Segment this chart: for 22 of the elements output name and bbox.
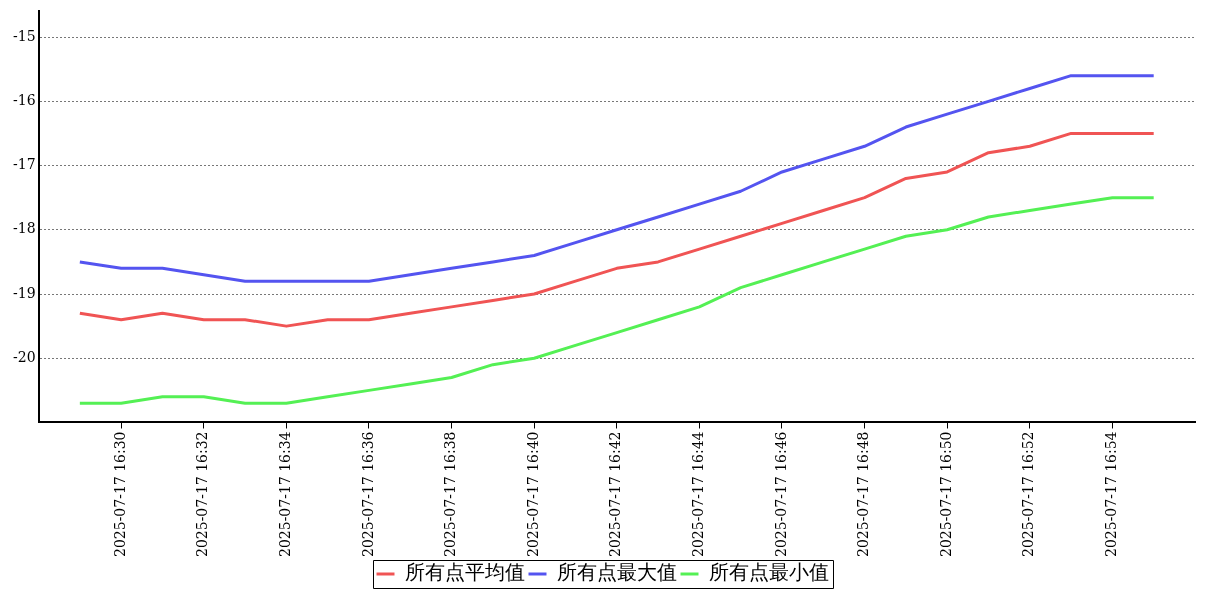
y-tick-label: -16 bbox=[13, 91, 36, 108]
y-tick-label: -18 bbox=[13, 220, 36, 237]
x-tick-label: 2025-07-17 16:52 bbox=[1020, 431, 1037, 557]
y-tick-label: -20 bbox=[13, 348, 36, 365]
x-tick-label: 2025-07-17 16:46 bbox=[772, 431, 789, 557]
x-tick-label: 2025-07-17 16:32 bbox=[194, 431, 211, 557]
legend-label: 所有点平均值 bbox=[404, 560, 525, 585]
x-tick-label: 2025-07-17 16:50 bbox=[937, 431, 954, 557]
y-tick-label: -17 bbox=[13, 156, 36, 173]
legend-label: 所有点最小值 bbox=[708, 560, 829, 585]
x-tick-label: 2025-07-17 16:30 bbox=[111, 431, 128, 557]
y-tick-label: -19 bbox=[13, 284, 36, 301]
x-tick-label: 2025-07-17 16:34 bbox=[277, 431, 293, 557]
legend-label: 所有点最大值 bbox=[556, 560, 677, 585]
x-tick-label: 2025-07-17 16:40 bbox=[524, 431, 541, 557]
x-tick-label: 2025-07-17 16:38 bbox=[442, 431, 459, 557]
x-tick-label: 2025-07-17 16:44 bbox=[690, 431, 707, 557]
x-tick-label: 2025-07-17 16:48 bbox=[855, 431, 872, 557]
x-tick-label: 2025-07-17 16:54 bbox=[1103, 431, 1120, 557]
y-tick-label: -15 bbox=[13, 27, 36, 44]
x-tick-label: 2025-07-17 16:42 bbox=[607, 431, 624, 557]
x-tick-label: 2025-07-17 16:36 bbox=[359, 431, 376, 557]
